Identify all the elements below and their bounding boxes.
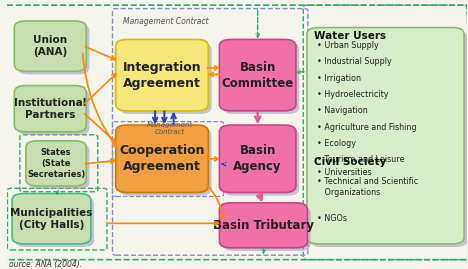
Text: Water Users: Water Users: [314, 31, 387, 41]
FancyBboxPatch shape: [223, 128, 299, 196]
FancyBboxPatch shape: [116, 125, 208, 193]
Text: • Urban Supply: • Urban Supply: [317, 41, 379, 50]
Text: • Universities: • Universities: [317, 168, 371, 177]
Text: Cooperation
Agreement: Cooperation Agreement: [119, 144, 205, 173]
Text: Civil Society: Civil Society: [314, 157, 387, 167]
FancyBboxPatch shape: [310, 31, 468, 247]
FancyBboxPatch shape: [15, 21, 86, 71]
FancyBboxPatch shape: [219, 203, 307, 248]
Text: ource: ANA (2004).: ource: ANA (2004).: [9, 260, 82, 269]
Text: • Irrigation: • Irrigation: [317, 74, 361, 83]
Text: Municipalities
(City Halls): Municipalities (City Halls): [10, 207, 93, 230]
Text: Basin
Agency: Basin Agency: [234, 144, 282, 173]
FancyBboxPatch shape: [29, 144, 89, 189]
FancyBboxPatch shape: [18, 24, 89, 75]
Text: • NGOs: • NGOs: [317, 214, 347, 223]
FancyBboxPatch shape: [18, 89, 89, 135]
Text: Management Contract: Management Contract: [123, 17, 208, 26]
FancyBboxPatch shape: [15, 86, 86, 132]
Text: Integration
Agreement: Integration Agreement: [123, 61, 201, 90]
Text: Basin
Committee: Basin Committee: [221, 61, 294, 90]
Text: Institutional
Partners: Institutional Partners: [14, 98, 87, 120]
FancyBboxPatch shape: [119, 43, 212, 114]
Text: Basin Tributary: Basin Tributary: [213, 219, 314, 232]
FancyBboxPatch shape: [15, 197, 94, 247]
FancyBboxPatch shape: [223, 43, 299, 114]
Text: • Tourism and Leisure: • Tourism and Leisure: [317, 155, 404, 164]
Text: Union
(ANA): Union (ANA): [33, 35, 67, 57]
FancyBboxPatch shape: [116, 40, 208, 111]
FancyBboxPatch shape: [307, 27, 464, 244]
Text: • Ecology: • Ecology: [317, 139, 356, 148]
Text: • Technical and Scientific
   Organizations: • Technical and Scientific Organizations: [317, 178, 418, 197]
FancyBboxPatch shape: [219, 125, 296, 193]
Text: Management
Contract: Management Contract: [147, 122, 193, 135]
FancyBboxPatch shape: [223, 206, 311, 251]
Text: • Agriculture and Fishing: • Agriculture and Fishing: [317, 123, 416, 132]
FancyBboxPatch shape: [26, 141, 86, 186]
Text: • Industrial Supply: • Industrial Supply: [317, 58, 391, 66]
Text: • Navigation: • Navigation: [317, 107, 367, 115]
FancyBboxPatch shape: [219, 40, 296, 111]
Text: States
(State
Secretaries): States (State Secretaries): [27, 148, 85, 179]
FancyBboxPatch shape: [12, 194, 91, 244]
FancyBboxPatch shape: [119, 128, 212, 196]
Text: • Hydroelectricity: • Hydroelectricity: [317, 90, 388, 99]
